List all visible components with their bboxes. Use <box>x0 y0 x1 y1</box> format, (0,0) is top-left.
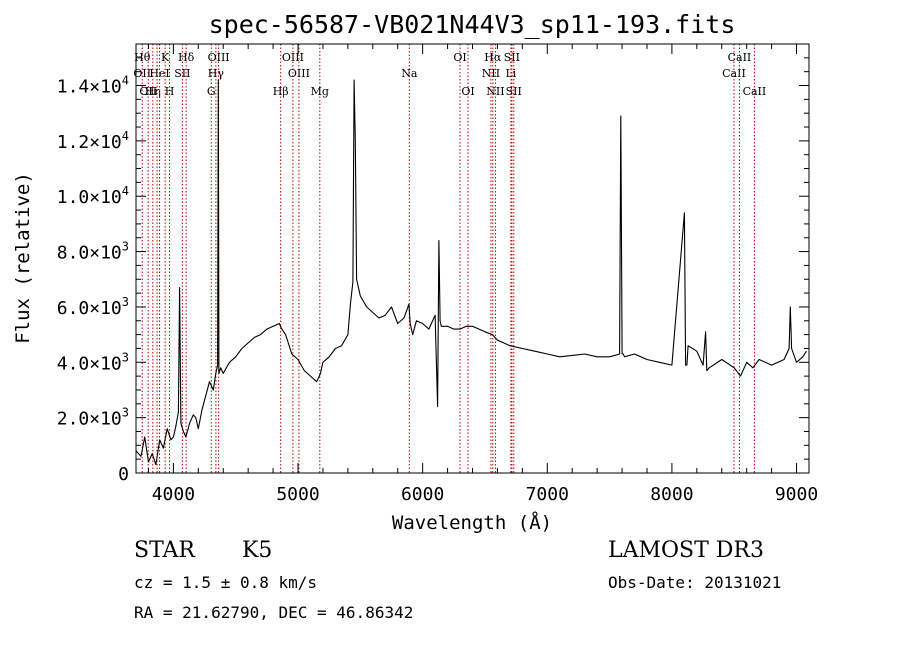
line-marker-label: OI <box>453 51 466 64</box>
line-marker-label: OII <box>133 67 151 80</box>
line-marker-label: OIII <box>208 51 230 64</box>
line-marker-label: G <box>207 85 216 98</box>
line-marker-label: CaII <box>722 67 746 80</box>
chart-title: spec-56587-VB021N44V3_sp11-193.fits <box>209 10 736 39</box>
line-marker-label: CaII <box>728 51 752 64</box>
line-marker-label: SII <box>174 67 190 80</box>
coordinates: RA = 21.62790, DEC = 46.86342 <box>134 603 414 622</box>
line-marker-label: Mg <box>311 85 329 98</box>
line-marker-label: Hδ <box>178 51 195 64</box>
line-marker-label: H <box>165 85 175 98</box>
line-marker-label: K <box>161 51 170 64</box>
line-marker-label: NII <box>486 85 504 98</box>
y-tick-label: 1.0×104 <box>57 184 129 208</box>
series-layer <box>135 79 807 466</box>
line-marker-label: OIII <box>288 67 310 80</box>
x-tick-label: 6000 <box>401 484 444 505</box>
x-tick-label: 7000 <box>526 484 569 505</box>
x-tick-label: 4000 <box>152 484 195 505</box>
spectral-line-markers: HθOIIOIIHηHeIKHSIIHδGHγOIIIHβOIIIOIIIMgN… <box>133 44 766 473</box>
x-axis: 4000 5000 6000 7000 8000 9000 <box>147 44 818 505</box>
y-tick-label: 2.0×103 <box>57 406 129 430</box>
line-marker-label: Hη <box>145 85 161 98</box>
x-tick-label: 9000 <box>775 484 818 505</box>
x-tick-label: 5000 <box>276 484 319 505</box>
line-marker-label: Hθ <box>134 51 151 64</box>
redshift-info: cz = 1.5 ± 0.8 km/s <box>134 573 318 592</box>
line-marker-label: OII <box>139 85 157 98</box>
x-tick-label: 8000 <box>650 484 693 505</box>
line-marker-label: Li <box>505 67 516 80</box>
line-marker-label: OI <box>461 85 474 98</box>
line-marker-label: Hγ <box>208 67 225 80</box>
spectrum-line <box>135 79 807 466</box>
y-tick-label: 1.4×104 <box>57 74 129 98</box>
line-marker-label: SII <box>504 51 520 64</box>
plot-frame <box>135 43 810 474</box>
y-axis: 0 2.0×103 4.0×103 6.0×103 8.0×103 1.0×104 1.2×… <box>57 57 809 485</box>
x-axis-label: Wavelength (Å) <box>392 511 552 534</box>
object-class: STAR <box>134 538 195 563</box>
observation-date: Obs-Date: 20131021 <box>608 573 782 592</box>
y-tick-label: 0 <box>118 464 129 485</box>
line-marker-label: HeI <box>149 67 169 80</box>
line-marker-label: Na <box>401 67 418 80</box>
line-marker-label: Hα <box>484 51 502 64</box>
y-tick-label: 8.0×103 <box>57 240 129 264</box>
y-tick-label: 4.0×103 <box>57 350 129 374</box>
y-tick-label: 1.2×104 <box>57 129 129 153</box>
y-axis-label: Flux (relative) <box>12 172 34 344</box>
line-marker-label: OIII <box>282 51 304 64</box>
line-marker-label: Hβ <box>273 85 289 98</box>
line-marker-label: NII <box>482 67 500 80</box>
object-subclass: K5 <box>242 538 273 563</box>
y-tick-label: 6.0×103 <box>57 295 129 319</box>
survey-name: LAMOST DR3 <box>608 538 764 563</box>
line-marker-label: CaII <box>743 85 767 98</box>
line-marker-label: SII <box>506 85 522 98</box>
